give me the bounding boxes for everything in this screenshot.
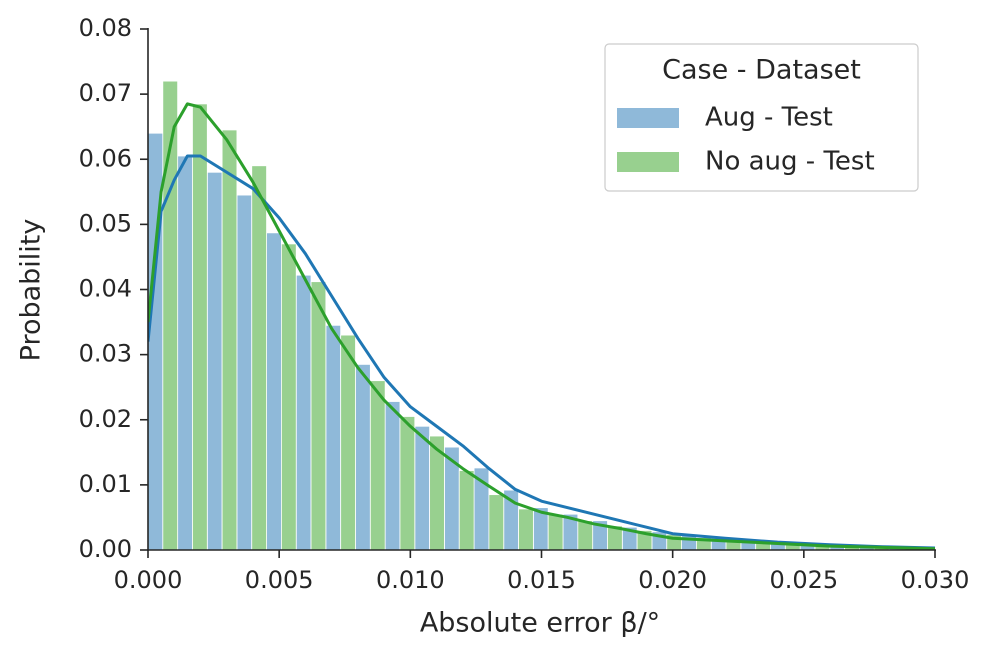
x-tick-label: 0.030 — [901, 566, 970, 594]
kde-line — [148, 102, 936, 551]
y-tick-label: 0.02 — [79, 405, 132, 433]
legend-swatch — [617, 108, 679, 128]
legend-label: Aug - Test — [705, 103, 833, 133]
y-tick-label: 0.06 — [79, 144, 132, 172]
bar — [547, 513, 564, 551]
kde-lines — [148, 102, 936, 551]
x-tick-label: 0.010 — [376, 566, 445, 594]
y-tick-label: 0.01 — [79, 470, 132, 498]
bar — [369, 380, 386, 551]
y-tick-label: 0.03 — [79, 340, 132, 368]
bar — [266, 232, 282, 551]
x-tick-label: 0.015 — [507, 566, 576, 594]
bar — [399, 416, 416, 551]
bar — [488, 494, 505, 551]
legend-swatch — [617, 152, 679, 172]
bar — [251, 165, 267, 551]
legend-box — [604, 43, 919, 192]
x-axis-label: Absolute error β/° — [420, 608, 660, 639]
bar — [384, 401, 401, 551]
x-tick-label: 0.025 — [769, 566, 838, 594]
bar — [355, 363, 371, 551]
bar — [518, 508, 534, 551]
bar — [236, 194, 253, 551]
bar — [325, 324, 342, 551]
y-tick-label: 0.07 — [79, 79, 132, 107]
y-tick-label: 0.05 — [79, 209, 132, 237]
legend-label: No aug - Test — [705, 147, 875, 177]
bar — [295, 274, 312, 551]
bar — [177, 155, 193, 551]
bar — [310, 281, 327, 551]
bar — [577, 520, 594, 551]
y-tick-label: 0.04 — [79, 275, 132, 303]
bar — [221, 129, 238, 551]
x-tick-label: 0.000 — [114, 566, 183, 594]
bar — [340, 334, 356, 551]
bar — [280, 243, 297, 551]
x-tick-label: 0.020 — [638, 566, 707, 594]
x-tick-label: 0.005 — [245, 566, 314, 594]
kde-line — [148, 154, 936, 550]
y-tick-label: 0.00 — [79, 535, 132, 563]
y-axis-label: Probability — [16, 219, 47, 362]
bar — [458, 470, 475, 551]
y-tick-label: 0.08 — [79, 14, 132, 42]
legend-title: Case - Dataset — [662, 55, 861, 86]
bar — [414, 425, 431, 551]
bar — [192, 103, 208, 551]
bar — [206, 171, 223, 551]
